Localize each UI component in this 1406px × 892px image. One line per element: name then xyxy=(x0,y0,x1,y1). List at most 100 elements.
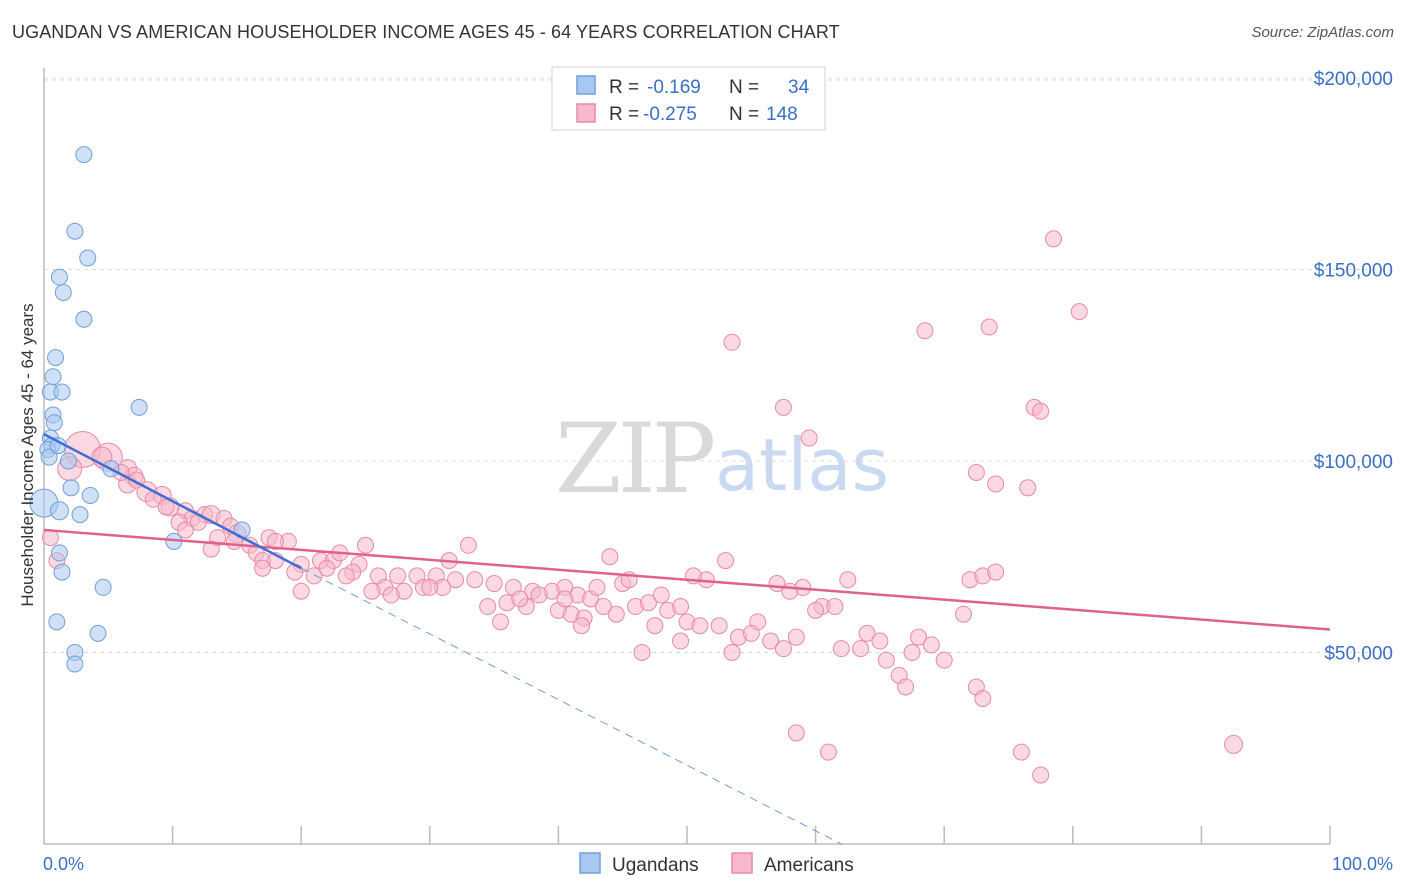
data-point xyxy=(479,598,497,616)
data-point xyxy=(819,743,837,761)
data-point xyxy=(66,222,84,240)
legend-box xyxy=(551,66,826,131)
data-point xyxy=(202,540,220,558)
data-point xyxy=(318,559,336,577)
data-points xyxy=(29,146,1244,784)
data-point xyxy=(511,590,529,608)
data-point xyxy=(66,655,84,673)
chart-title: UGANDAN VS AMERICAN HOUSEHOLDER INCOME A… xyxy=(12,22,840,42)
data-point xyxy=(50,268,68,286)
data-point xyxy=(45,414,63,432)
data-point xyxy=(717,552,735,570)
data-point xyxy=(50,544,68,562)
data-point xyxy=(357,536,374,554)
legend-swatch-ugandans xyxy=(576,75,596,95)
data-point xyxy=(871,632,889,650)
data-point xyxy=(639,594,657,612)
legend-bottom-label-ugandans: Ugandans xyxy=(612,855,699,876)
data-point xyxy=(723,644,741,661)
data-point xyxy=(292,582,310,600)
data-point xyxy=(987,563,1005,581)
data-point xyxy=(81,486,99,504)
data-point xyxy=(492,613,510,631)
data-point xyxy=(594,598,612,616)
legend-n-label: N = xyxy=(729,104,759,125)
legend-r-value: -0.169 xyxy=(647,77,701,98)
data-point xyxy=(573,617,591,635)
data-point xyxy=(839,571,857,589)
series-ugandans xyxy=(29,146,251,673)
data-point xyxy=(980,318,998,336)
data-point xyxy=(800,429,818,447)
legend-bottom-swatch-ugandans xyxy=(579,852,601,874)
legend-r-value: -0.275 xyxy=(643,104,697,125)
data-point xyxy=(75,146,93,164)
trend-line-ugandans xyxy=(43,433,302,570)
data-point xyxy=(40,448,58,466)
data-point xyxy=(266,532,284,550)
data-point xyxy=(389,567,407,585)
data-point xyxy=(94,578,112,596)
watermark: ZIP atlas xyxy=(555,403,889,515)
data-point xyxy=(652,586,670,604)
data-point xyxy=(723,333,741,351)
data-point xyxy=(607,605,625,623)
data-point xyxy=(672,598,690,616)
data-point xyxy=(1032,766,1050,784)
data-point xyxy=(974,689,992,707)
y-tick-label: $150,000 xyxy=(1314,261,1393,282)
data-point xyxy=(130,398,148,416)
data-point xyxy=(774,398,792,416)
data-point xyxy=(49,501,69,521)
legend-bottom-swatch-americans xyxy=(731,852,753,874)
data-point xyxy=(75,310,93,328)
trend-line-ugandans-extension xyxy=(300,567,842,845)
data-point xyxy=(48,613,66,631)
data-point xyxy=(1012,743,1030,761)
data-point xyxy=(556,590,574,608)
data-point xyxy=(305,567,323,585)
legend-r-label: R = xyxy=(609,104,639,125)
data-point xyxy=(485,575,503,593)
data-point xyxy=(987,475,1005,493)
data-point xyxy=(807,601,825,619)
data-point xyxy=(71,506,89,524)
y-tick-label: $50,000 xyxy=(1324,644,1393,665)
legend-n-label: N = xyxy=(729,77,759,98)
legend-swatch-americans xyxy=(576,103,596,123)
data-point xyxy=(672,632,690,650)
data-point xyxy=(774,640,792,658)
data-point xyxy=(897,678,915,696)
data-point xyxy=(176,521,194,539)
data-point xyxy=(832,640,850,658)
data-point xyxy=(59,452,77,470)
data-point xyxy=(762,632,780,650)
data-point xyxy=(363,582,381,600)
legend-bottom-label-americans: Americans xyxy=(764,855,854,876)
data-point xyxy=(909,628,927,646)
data-point xyxy=(1032,402,1050,420)
data-point xyxy=(646,617,664,635)
y-tick-labels: $50,000 $100,000 $150,000 $200,000 xyxy=(1314,69,1393,665)
data-point xyxy=(79,249,97,267)
data-point xyxy=(1224,734,1244,754)
data-point xyxy=(54,283,72,301)
data-point xyxy=(459,536,477,554)
legend-r-label: R = xyxy=(609,77,639,98)
y-tick-label: $200,000 xyxy=(1314,69,1393,90)
data-point xyxy=(53,383,71,401)
data-point xyxy=(768,575,786,593)
legend-n-value: 34 xyxy=(788,77,810,98)
data-point xyxy=(337,567,355,585)
data-point xyxy=(1045,230,1063,248)
data-point xyxy=(44,368,62,386)
data-point xyxy=(53,563,71,581)
data-point xyxy=(935,651,953,669)
watermark-zip: ZIP xyxy=(555,403,714,515)
y-tick-label: $100,000 xyxy=(1314,452,1393,473)
data-point xyxy=(954,605,972,623)
data-point xyxy=(903,644,921,661)
data-point xyxy=(916,322,934,340)
data-point xyxy=(922,636,940,654)
